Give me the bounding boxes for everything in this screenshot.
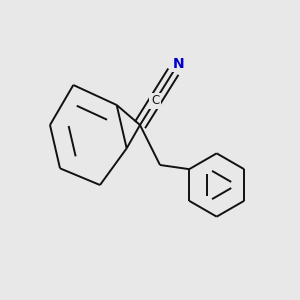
Text: C: C [151, 94, 159, 107]
Text: N: N [172, 57, 184, 71]
